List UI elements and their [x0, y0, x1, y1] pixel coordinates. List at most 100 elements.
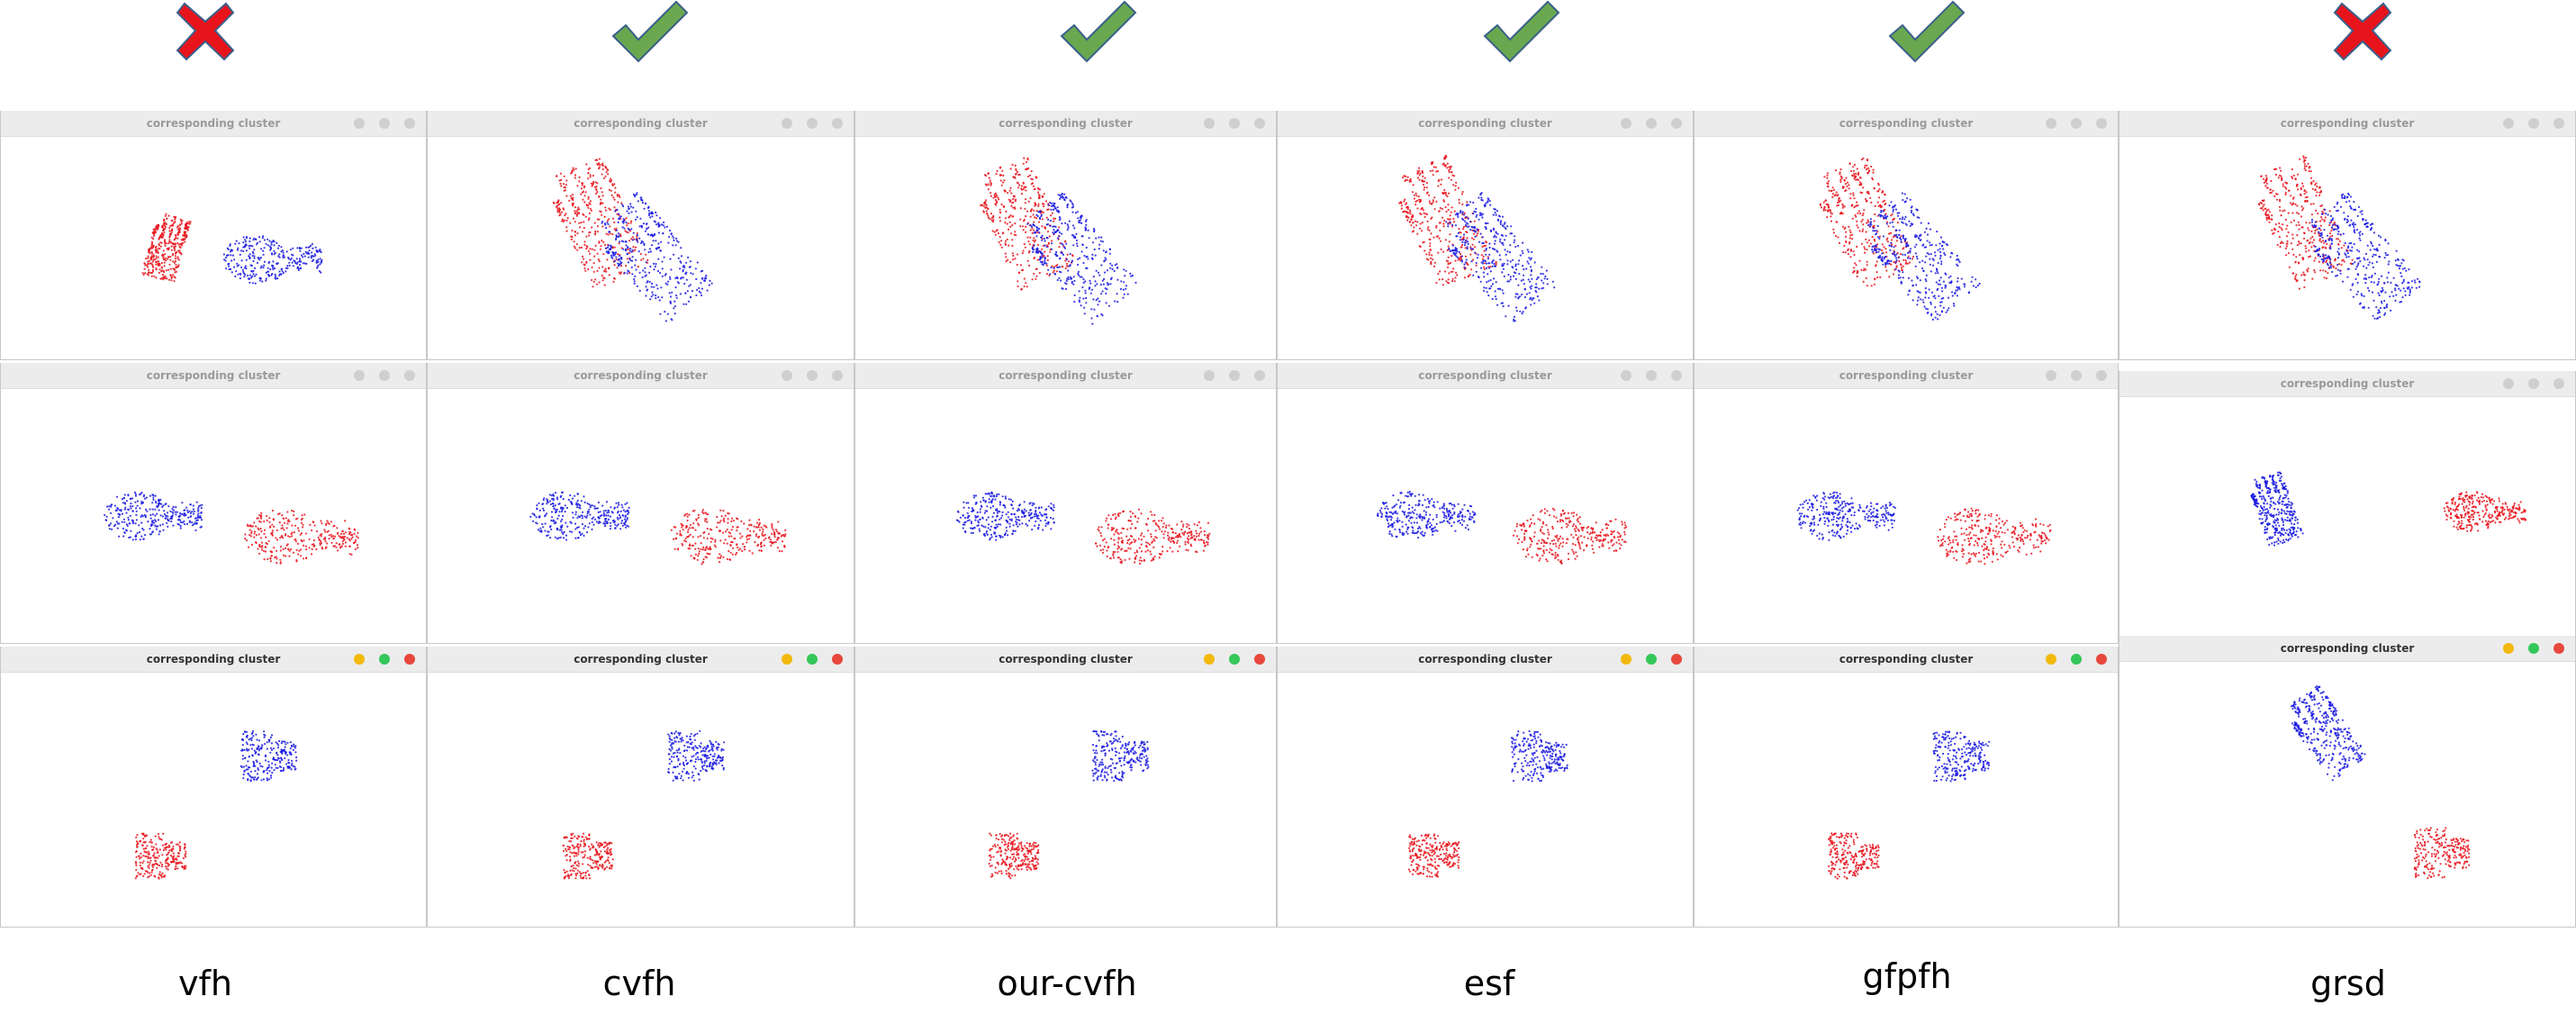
close-button[interactable] — [832, 370, 843, 381]
close-button[interactable] — [404, 370, 415, 381]
minimize-button[interactable] — [1621, 654, 1631, 665]
method-label-cvfh: cvfh — [602, 964, 676, 1003]
close-button[interactable] — [2553, 118, 2564, 129]
point-cloud-view[interactable] — [428, 136, 854, 360]
window-titlebar[interactable]: corresponding cluster — [855, 111, 1276, 137]
close-button[interactable] — [1671, 118, 1682, 129]
point-cloud-view[interactable] — [428, 672, 854, 928]
maximize-button[interactable] — [807, 370, 818, 381]
window-titlebar[interactable]: corresponding cluster — [855, 363, 1276, 389]
window-titlebar[interactable]: corresponding cluster — [1278, 111, 1693, 137]
maximize-button[interactable] — [1229, 370, 1240, 381]
point-cloud-view[interactable] — [1, 388, 427, 644]
point-cloud-view[interactable] — [1, 136, 427, 360]
close-button[interactable] — [1671, 654, 1682, 665]
maximize-button[interactable] — [2528, 378, 2539, 389]
point-cloud-view[interactable] — [1278, 136, 1694, 360]
maximize-button[interactable] — [1229, 118, 1240, 129]
minimize-button[interactable] — [782, 118, 792, 129]
close-button[interactable] — [1254, 654, 1265, 665]
window-titlebar[interactable]: corresponding cluster — [1695, 647, 2118, 673]
maximize-button[interactable] — [1229, 654, 1240, 665]
maximize-button[interactable] — [2528, 118, 2539, 129]
window-titlebar[interactable]: corresponding cluster — [855, 647, 1276, 673]
green-check-icon — [608, 0, 689, 65]
minimize-button[interactable] — [354, 370, 365, 381]
point-cloud-view[interactable] — [855, 672, 1277, 928]
window-titlebar[interactable]: corresponding cluster — [1695, 363, 2118, 389]
maximize-button[interactable] — [2071, 370, 2082, 381]
minimize-button[interactable] — [354, 118, 365, 129]
point-cloud-view[interactable] — [1695, 672, 2119, 928]
window-titlebar[interactable]: corresponding cluster — [1278, 363, 1693, 389]
window-titlebar[interactable]: corresponding cluster — [428, 647, 854, 673]
point-cloud-view[interactable] — [2120, 396, 2576, 637]
window-title: corresponding cluster — [1839, 117, 1974, 130]
point-cloud-view[interactable] — [1278, 672, 1694, 928]
close-button[interactable] — [2553, 378, 2564, 389]
minimize-button[interactable] — [1204, 118, 1215, 129]
maximize-button[interactable] — [379, 118, 390, 129]
close-button[interactable] — [1254, 118, 1265, 129]
minimize-button[interactable] — [1621, 118, 1631, 129]
close-button[interactable] — [832, 654, 843, 665]
maximize-button[interactable] — [2528, 643, 2539, 654]
point-cloud-view[interactable] — [1, 672, 427, 928]
cluster-window-grsd-row-3: corresponding cluster — [2119, 636, 2576, 928]
close-button[interactable] — [1671, 370, 1682, 381]
window-titlebar[interactable]: corresponding cluster — [1695, 111, 2118, 137]
maximize-button[interactable] — [807, 118, 818, 129]
minimize-button[interactable] — [2046, 370, 2056, 381]
point-cloud-view[interactable] — [1278, 388, 1694, 644]
cluster-window-grsd-row-1: corresponding cluster — [2119, 111, 2576, 360]
close-button[interactable] — [1254, 370, 1265, 381]
maximize-button[interactable] — [379, 370, 390, 381]
window-titlebar[interactable]: corresponding cluster — [1, 111, 426, 137]
minimize-button[interactable] — [1621, 370, 1631, 381]
cluster-window-vfh-row-3: corresponding cluster — [0, 647, 427, 928]
minimize-button[interactable] — [2046, 654, 2056, 665]
point-cloud-view[interactable] — [2120, 661, 2576, 928]
close-button[interactable] — [2096, 654, 2107, 665]
window-titlebar[interactable]: corresponding cluster — [428, 363, 854, 389]
window-titlebar[interactable]: corresponding cluster — [1278, 647, 1693, 673]
window-title: corresponding cluster — [2280, 642, 2415, 655]
point-cloud-view[interactable] — [2120, 136, 2576, 360]
close-button[interactable] — [404, 654, 415, 665]
window-titlebar[interactable]: corresponding cluster — [2120, 371, 2575, 397]
minimize-button[interactable] — [1204, 654, 1215, 665]
close-button[interactable] — [404, 118, 415, 129]
window-titlebar[interactable]: corresponding cluster — [2120, 636, 2575, 662]
minimize-button[interactable] — [782, 370, 792, 381]
point-cloud-view[interactable] — [855, 136, 1277, 360]
window-titlebar[interactable]: corresponding cluster — [2120, 111, 2575, 137]
window-titlebar[interactable]: corresponding cluster — [1, 647, 426, 673]
maximize-button[interactable] — [2071, 654, 2082, 665]
point-cloud-view[interactable] — [855, 388, 1277, 644]
maximize-button[interactable] — [379, 654, 390, 665]
close-button[interactable] — [2553, 643, 2564, 654]
minimize-button[interactable] — [1204, 370, 1215, 381]
window-titlebar[interactable]: corresponding cluster — [1, 363, 426, 389]
minimize-button[interactable] — [2046, 118, 2056, 129]
maximize-button[interactable] — [807, 654, 818, 665]
minimize-button[interactable] — [782, 654, 792, 665]
window-titlebar[interactable]: corresponding cluster — [428, 111, 854, 137]
close-button[interactable] — [2096, 118, 2107, 129]
window-title: corresponding cluster — [574, 369, 708, 382]
point-cloud-view[interactable] — [1695, 136, 2119, 360]
maximize-button[interactable] — [1646, 370, 1657, 381]
close-button[interactable] — [2096, 370, 2107, 381]
minimize-button[interactable] — [2503, 378, 2514, 389]
maximize-button[interactable] — [1646, 118, 1657, 129]
cluster-window-vfh-row-2: corresponding cluster — [0, 363, 427, 644]
maximize-button[interactable] — [1646, 654, 1657, 665]
minimize-button[interactable] — [2503, 643, 2514, 654]
window-title: corresponding cluster — [574, 653, 708, 665]
point-cloud-view[interactable] — [428, 388, 854, 644]
maximize-button[interactable] — [2071, 118, 2082, 129]
close-button[interactable] — [832, 118, 843, 129]
minimize-button[interactable] — [2503, 118, 2514, 129]
minimize-button[interactable] — [354, 654, 365, 665]
point-cloud-view[interactable] — [1695, 388, 2119, 644]
